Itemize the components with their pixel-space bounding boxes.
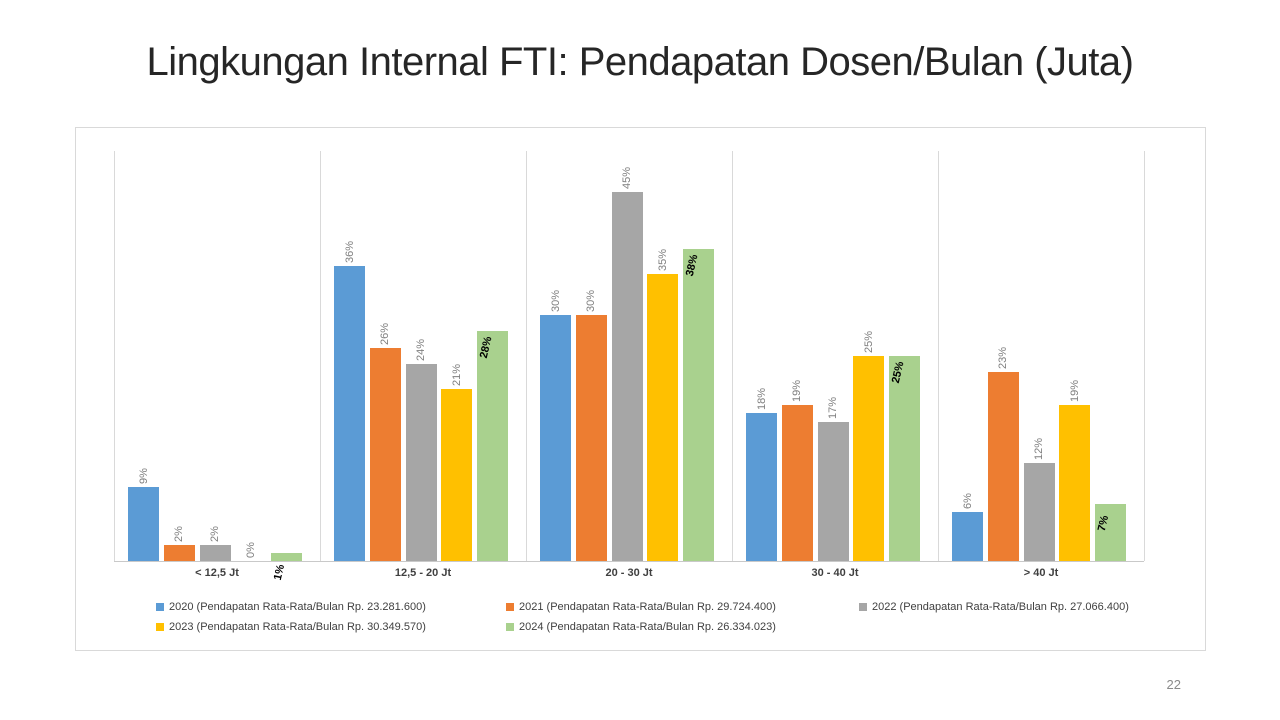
bar-2022-cat4 xyxy=(1024,463,1055,561)
legend-item-2022: 2022 (Pendapatan Rata-Rata/Bulan Rp. 27.… xyxy=(859,601,1129,613)
slide-title: Lingkungan Internal FTI: Pendapatan Dose… xyxy=(146,40,1134,84)
legend-marker-2021 xyxy=(506,603,514,611)
bar-2020-cat1 xyxy=(334,266,365,561)
bar-label-2020-cat2: 30% xyxy=(550,289,562,312)
bar-2021-cat3 xyxy=(782,405,813,561)
legend-item-2020: 2020 (Pendapatan Rata-Rata/Bulan Rp. 23.… xyxy=(156,601,426,613)
bar-label-2022-cat1: 24% xyxy=(415,338,427,361)
legend-item-2023: 2023 (Pendapatan Rata-Rata/Bulan Rp. 30.… xyxy=(156,621,426,633)
bar-2022-cat1 xyxy=(406,364,437,561)
page-number: 22 xyxy=(1166,677,1181,692)
bar-label-2020-cat1: 36% xyxy=(344,240,356,263)
bar-2024-cat2 xyxy=(683,249,714,561)
x-axis-line xyxy=(114,561,1144,562)
bar-2021-cat0 xyxy=(164,545,195,561)
bar-label-2023-cat3: 25% xyxy=(863,330,875,353)
bar-2021-cat2 xyxy=(576,315,607,561)
bar-2020-cat4 xyxy=(952,512,983,561)
legend-label-2020: 2020 (Pendapatan Rata-Rata/Bulan Rp. 23.… xyxy=(169,601,426,613)
bar-2022-cat2 xyxy=(612,192,643,561)
bar-label-2021-cat2: 30% xyxy=(585,289,597,312)
bar-label-2022-cat2: 45% xyxy=(621,166,633,189)
bar-2023-cat1 xyxy=(441,389,472,561)
plot-gridline xyxy=(1144,151,1145,561)
bar-label-2023-cat4: 19% xyxy=(1069,379,1081,402)
category-label-1: 12,5 - 20 Jt xyxy=(394,567,452,579)
category-label-0: < 12,5 Jt xyxy=(195,567,239,579)
bar-label-2022-cat3: 17% xyxy=(827,396,839,419)
bar-label-2020-cat4: 6% xyxy=(962,493,974,509)
plot-gridline xyxy=(526,151,527,561)
legend-marker-2023 xyxy=(156,623,164,631)
bar-2020-cat0 xyxy=(128,487,159,561)
bar-2022-cat3 xyxy=(818,422,849,561)
bar-2024-cat4 xyxy=(1095,504,1126,561)
legend-label-2024: 2024 (Pendapatan Rata-Rata/Bulan Rp. 26.… xyxy=(519,621,776,633)
legend-label-2022: 2022 (Pendapatan Rata-Rata/Bulan Rp. 27.… xyxy=(872,601,1129,613)
legend-item-2021: 2021 (Pendapatan Rata-Rata/Bulan Rp. 29.… xyxy=(506,601,776,613)
category-label-3: 30 - 40 Jt xyxy=(811,567,859,579)
bar-2024-cat1 xyxy=(477,331,508,561)
bar-label-2022-cat0: 2% xyxy=(209,526,221,542)
legend-label-2023: 2023 (Pendapatan Rata-Rata/Bulan Rp. 30.… xyxy=(169,621,426,633)
legend-label-2021: 2021 (Pendapatan Rata-Rata/Bulan Rp. 29.… xyxy=(519,601,776,613)
bar-label-2021-cat4: 23% xyxy=(997,346,1009,369)
legend-item-2024: 2024 (Pendapatan Rata-Rata/Bulan Rp. 26.… xyxy=(506,621,776,633)
category-label-2: 20 - 30 Jt xyxy=(605,567,653,579)
legend-marker-2022 xyxy=(859,603,867,611)
bar-2020-cat3 xyxy=(746,413,777,561)
bar-label-2020-cat0: 9% xyxy=(138,468,150,484)
bar-label-2021-cat3: 19% xyxy=(791,379,803,402)
bar-2021-cat1 xyxy=(370,348,401,561)
bar-label-2020-cat3: 18% xyxy=(756,387,768,410)
legend-marker-2020 xyxy=(156,603,164,611)
bar-2022-cat0 xyxy=(200,545,231,561)
bar-2021-cat4 xyxy=(988,372,1019,561)
bar-label-2023-cat2: 35% xyxy=(657,248,669,271)
bar-label-2023-cat0: 0% xyxy=(245,542,257,558)
bar-2023-cat3 xyxy=(853,356,884,561)
bar-2024-cat0 xyxy=(271,553,302,561)
plot-gridline xyxy=(320,151,321,561)
plot-gridline xyxy=(938,151,939,561)
legend-marker-2024 xyxy=(506,623,514,631)
income-bar-chart: 9% 36% 30% 18% 6% 2% 26% 30% 19% 23% 2% 24% 45% 17% 12… xyxy=(75,127,1206,651)
bar-2023-cat2 xyxy=(647,274,678,561)
bar-2024-cat3 xyxy=(889,356,920,561)
plot-gridline xyxy=(114,151,115,561)
bar-label-2021-cat0: 2% xyxy=(173,526,185,542)
plot-gridline xyxy=(732,151,733,561)
category-label-4: > 40 Jt xyxy=(1023,567,1059,579)
bar-label-2022-cat4: 12% xyxy=(1033,437,1045,460)
bar-2020-cat2 xyxy=(540,315,571,561)
bar-label-2021-cat1: 26% xyxy=(379,322,391,345)
bar-label-2023-cat1: 21% xyxy=(451,363,463,386)
bar-2023-cat4 xyxy=(1059,405,1090,561)
